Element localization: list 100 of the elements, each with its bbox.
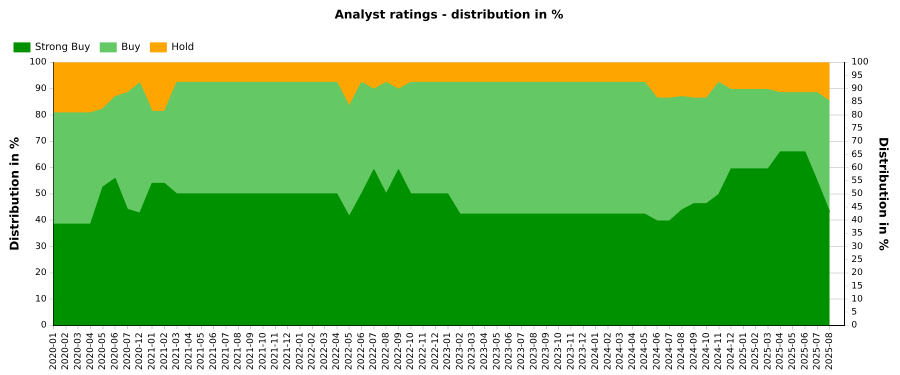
x-tick-label: 2021-09 bbox=[246, 332, 256, 370]
x-tick-label: 2025-03 bbox=[763, 332, 774, 370]
x-tick-label: 2025-06 bbox=[800, 332, 810, 370]
y2-tick-label: 85 bbox=[851, 97, 863, 108]
y2-tick-label: 75 bbox=[851, 123, 863, 134]
x-tick-label: 2025-04 bbox=[776, 332, 786, 370]
y-tick-label: 30 bbox=[35, 242, 47, 252]
y2-tick-label: 80 bbox=[851, 110, 864, 120]
y2-tick-label: 35 bbox=[851, 228, 863, 239]
x-tick-label: 2020-07 bbox=[122, 332, 133, 370]
x-tick-label: 2024-04 bbox=[628, 332, 638, 370]
y2-tick-label: 30 bbox=[851, 242, 864, 252]
x-tick-label: 2021-04 bbox=[184, 332, 194, 370]
chart-title: Analyst ratings - distribution in % bbox=[334, 7, 564, 22]
x-tick-label: 2025-07 bbox=[812, 332, 823, 370]
x-tick-label: 2021-12 bbox=[282, 332, 293, 370]
x-tick-label: 2023-07 bbox=[517, 332, 528, 370]
x-tick-label: 2021-11 bbox=[270, 332, 281, 370]
x-tick-label: 2021-01 bbox=[147, 332, 158, 370]
y2-tick-label: 65 bbox=[851, 150, 863, 160]
x-tick-label: 2024-07 bbox=[664, 332, 675, 370]
y2-tick-label: 15 bbox=[851, 281, 863, 292]
x-tick-label: 2022-12 bbox=[430, 332, 441, 370]
x-tick-label: 2022-07 bbox=[369, 332, 380, 370]
x-tick-label: 2022-03 bbox=[320, 332, 330, 370]
y2-tick-label: 40 bbox=[851, 216, 864, 226]
x-tick-label: 2024-02 bbox=[603, 332, 614, 370]
x-tick-label: 2023-02 bbox=[455, 332, 466, 370]
x-tick-label: 2022-11 bbox=[418, 332, 428, 370]
x-tick-label: 2024-11 bbox=[714, 332, 724, 370]
y2-tick-label: 25 bbox=[851, 254, 863, 265]
legend-label: Buy bbox=[121, 42, 140, 53]
y-tick-label: 10 bbox=[35, 294, 47, 304]
x-tick-label: 2021-05 bbox=[196, 332, 207, 370]
x-tick-label: 2025-02 bbox=[751, 332, 762, 370]
x-tick-label: 2023-03 bbox=[468, 332, 478, 370]
y-tick-label: 100 bbox=[29, 58, 47, 68]
x-tick-label: 2020-02 bbox=[61, 332, 72, 370]
y-tick-label: 80 bbox=[35, 110, 47, 120]
y2-tick-label: 100 bbox=[851, 58, 869, 68]
x-tick-label: 2024-06 bbox=[652, 332, 663, 370]
x-tick-label: 2021-03 bbox=[172, 332, 182, 370]
x-tick-label: 2021-08 bbox=[234, 332, 244, 370]
x-tick-label: 2020-03 bbox=[74, 332, 84, 370]
x-tick-label: 2024-01 bbox=[590, 332, 601, 370]
x-tick-label: 2025-08 bbox=[824, 332, 835, 370]
x-tick-label: 2022-06 bbox=[356, 332, 367, 370]
y2-tick-label: 10 bbox=[851, 294, 864, 304]
x-tick-label: 2022-01 bbox=[295, 332, 306, 370]
y2-tick-label: 0 bbox=[851, 320, 858, 331]
y-tick-label: 0 bbox=[40, 320, 47, 331]
x-tick-label: 2024-08 bbox=[677, 332, 688, 370]
y-tick-label: 60 bbox=[35, 162, 47, 173]
x-tick-label: 2024-09 bbox=[689, 332, 700, 370]
x-tick-label: 2023-06 bbox=[504, 332, 515, 370]
x-tick-label: 2023-09 bbox=[542, 332, 552, 370]
x-tick-label: 2025-05 bbox=[788, 332, 798, 370]
x-tick-label: 2023-05 bbox=[492, 332, 502, 370]
x-tick-label: 2022-09 bbox=[394, 332, 404, 370]
y-tick-label: 20 bbox=[35, 268, 47, 278]
y2-axis-title: Distribution in % bbox=[876, 137, 891, 251]
y-tick-label: 70 bbox=[35, 136, 47, 147]
x-tick-label: 2020-01 bbox=[48, 332, 59, 370]
x-tick-label: 2025-01 bbox=[738, 332, 749, 370]
x-tick-label: 2023-10 bbox=[554, 332, 564, 370]
x-tick-label: 2023-08 bbox=[529, 332, 540, 370]
x-tick-label: 2020-06 bbox=[110, 332, 121, 370]
x-tick-label: 2023-04 bbox=[480, 332, 490, 370]
y2-tick-label: 20 bbox=[851, 268, 864, 278]
y2-tick-label: 90 bbox=[851, 84, 864, 94]
legend-label: Strong Buy bbox=[35, 42, 90, 53]
y-axis-title: Distribution in % bbox=[7, 137, 22, 251]
x-tick-label: 2023-12 bbox=[578, 332, 589, 370]
x-tick-label: 2024-05 bbox=[640, 332, 650, 370]
x-tick-label: 2021-02 bbox=[160, 332, 170, 370]
y2-tick-label: 95 bbox=[851, 70, 863, 81]
x-tick-label: 2021-06 bbox=[209, 332, 220, 370]
x-tick-label: 2021-07 bbox=[221, 332, 232, 370]
legend-label: Hold bbox=[171, 42, 194, 53]
x-tick-label: 2022-04 bbox=[332, 332, 342, 370]
y2-tick-label: 70 bbox=[851, 136, 864, 147]
x-tick-label: 2022-02 bbox=[308, 332, 318, 370]
x-tick-label: 2022-10 bbox=[406, 332, 416, 370]
y2-tick-label: 5 bbox=[851, 308, 858, 318]
x-tick-label: 2023-11 bbox=[566, 332, 576, 370]
x-tick-label: 2021-10 bbox=[258, 332, 268, 370]
x-tick-label: 2024-10 bbox=[702, 332, 712, 370]
x-tick-label: 2020-05 bbox=[98, 332, 108, 370]
y2-tick-label: 60 bbox=[851, 162, 864, 173]
x-tick-label: 2024-03 bbox=[616, 332, 626, 370]
x-tick-label: 2022-08 bbox=[382, 332, 392, 370]
y2-tick-label: 55 bbox=[851, 176, 863, 186]
y-tick-label: 90 bbox=[35, 84, 47, 94]
y2-tick-label: 45 bbox=[851, 202, 863, 212]
x-tick-label: 2024-12 bbox=[726, 332, 736, 370]
x-tick-label: 2020-04 bbox=[86, 332, 96, 370]
y-tick-label: 40 bbox=[35, 216, 47, 226]
y2-tick-label: 50 bbox=[851, 189, 864, 200]
x-tick-label: 2023-01 bbox=[443, 332, 454, 370]
x-tick-label: 2022-05 bbox=[344, 332, 355, 370]
